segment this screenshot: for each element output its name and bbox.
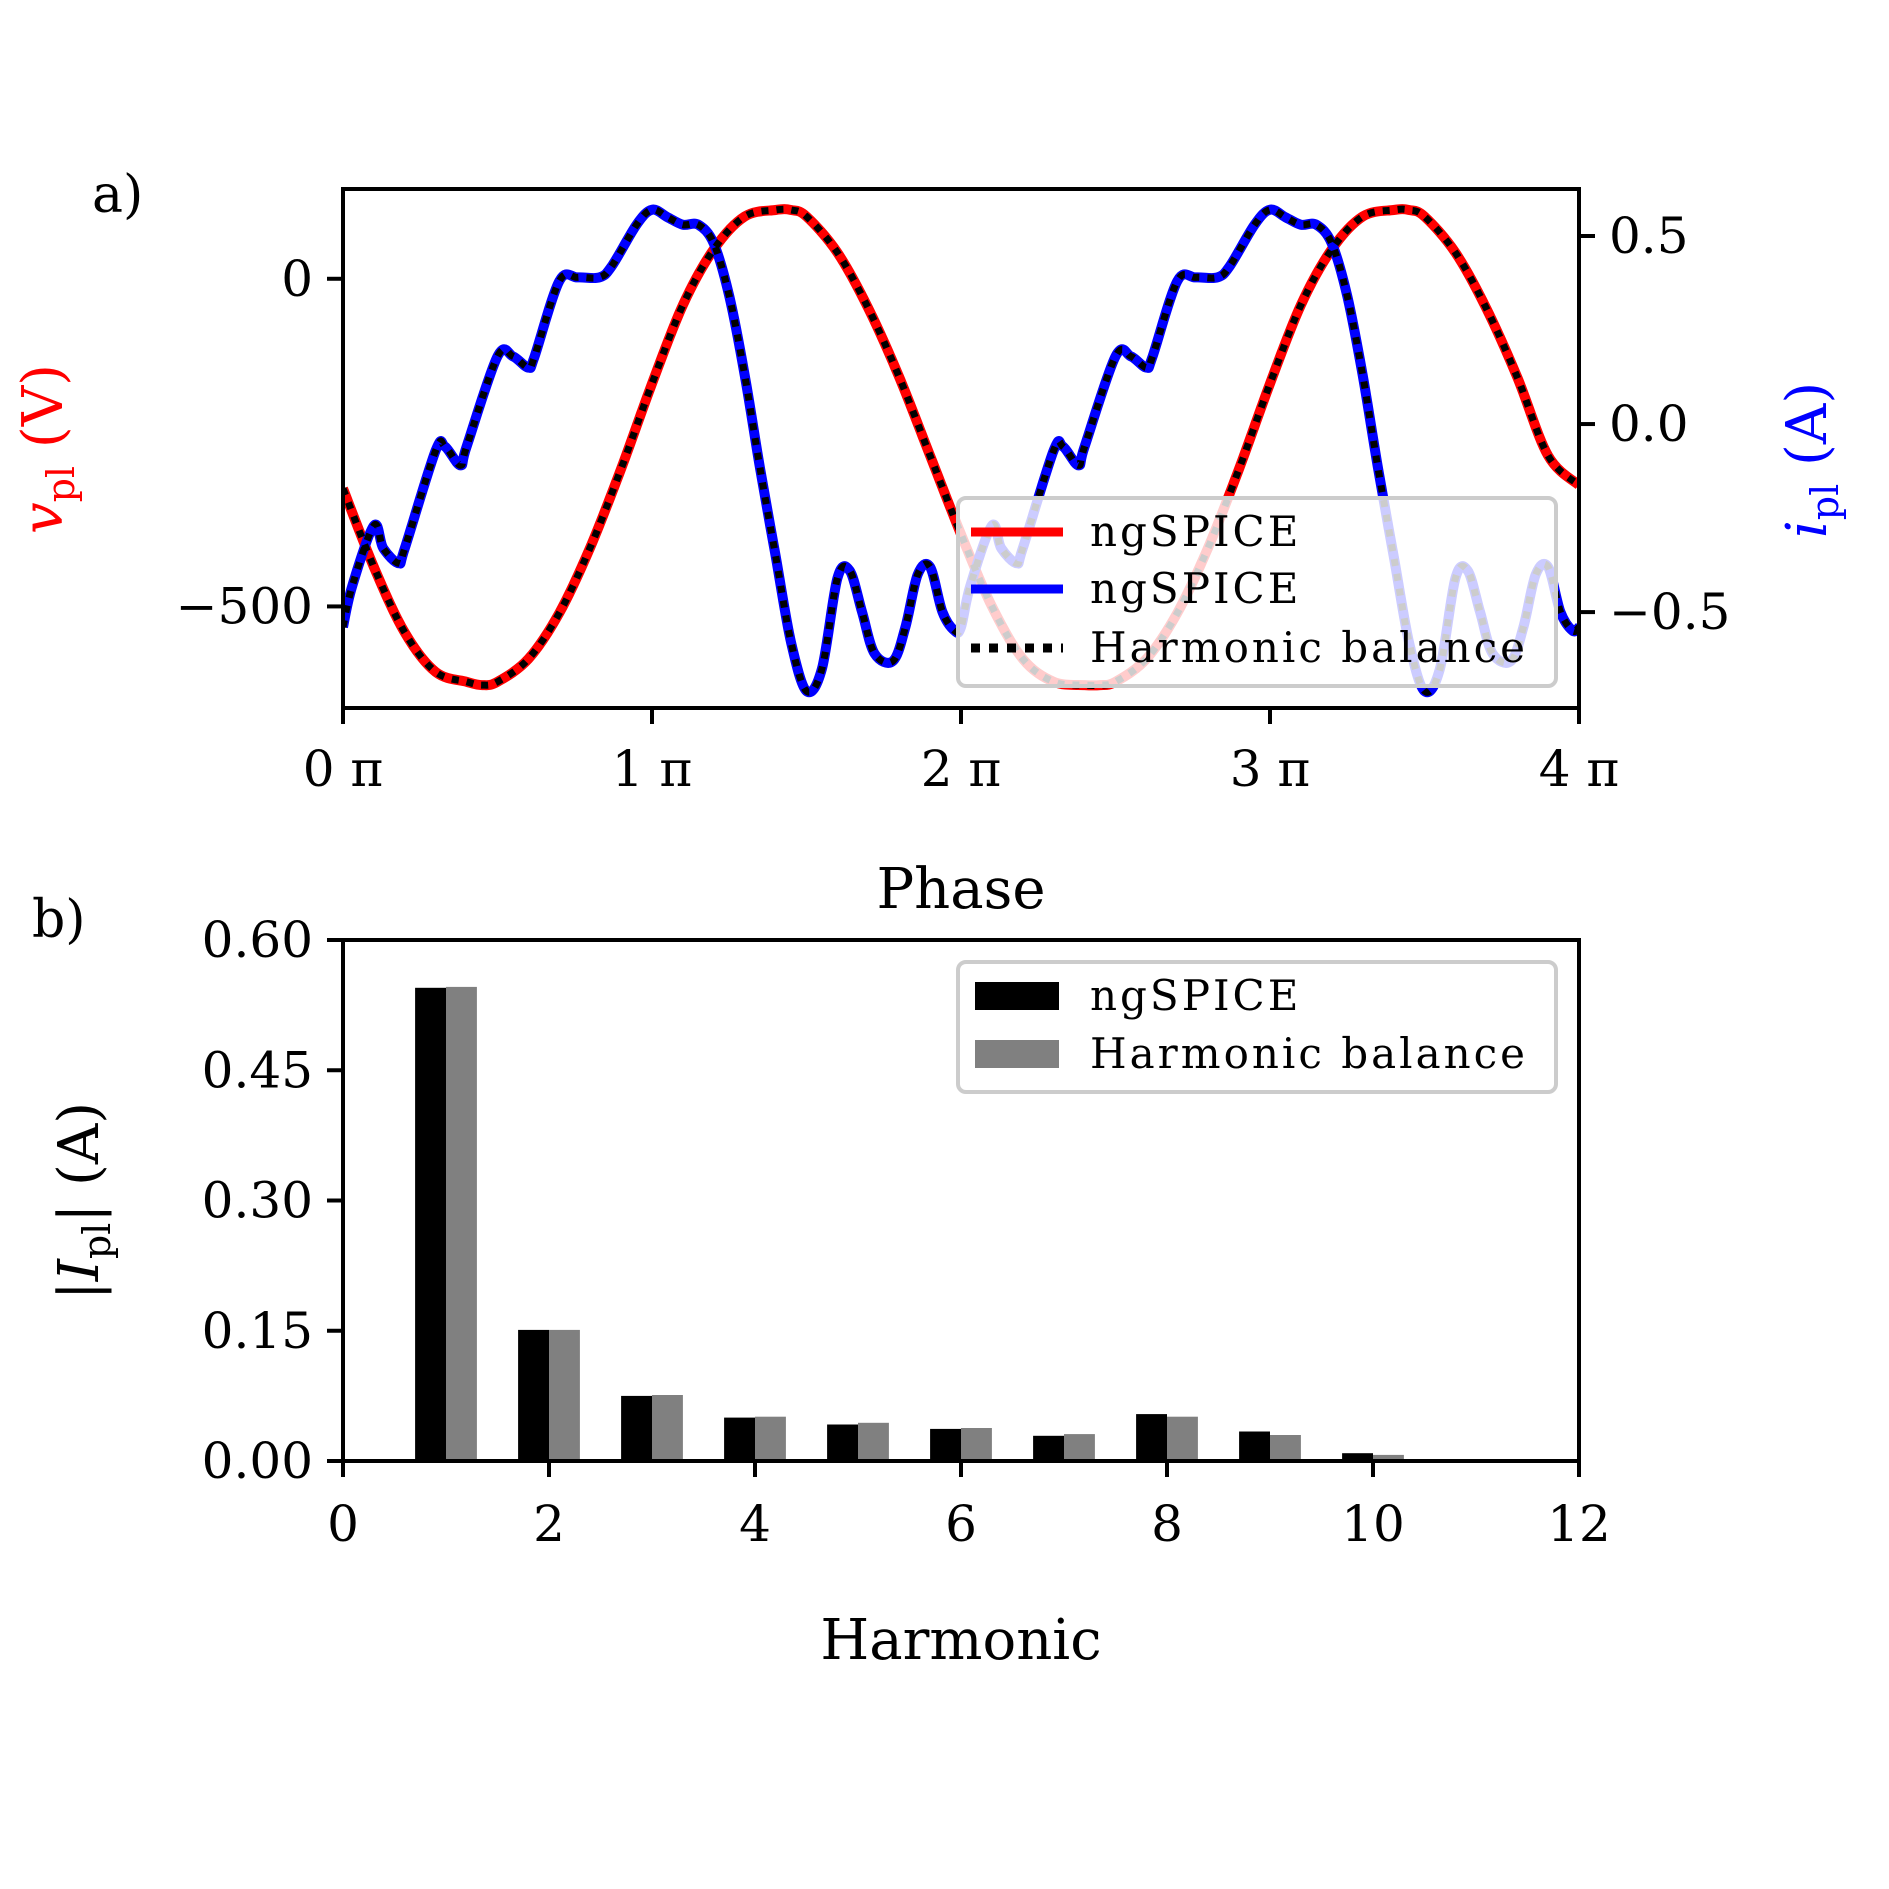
- bar-ngspice-5: [827, 1424, 858, 1461]
- panel-a-y-axis-left: 0 −500: [176, 250, 343, 635]
- x-tick-label: 12: [1547, 1495, 1611, 1553]
- panel-b-x-axis-label: Harmonic: [820, 1608, 1101, 1673]
- x-tick-label: 2: [533, 1495, 565, 1553]
- panel-b-plot-area: [415, 986, 1404, 1461]
- legend-label-harmonic-balance: Harmonic balance: [1090, 1029, 1528, 1078]
- panel-b-y-axis-label: |Ipl| (A): [47, 1102, 119, 1300]
- y-right-tick-label: 0.5: [1609, 207, 1689, 265]
- bar-ngspice-4: [724, 1417, 755, 1461]
- y-left-tick-label: 0: [281, 250, 313, 308]
- bar-ngspice-9: [1239, 1431, 1270, 1461]
- x-tick-label: 0: [327, 1495, 359, 1553]
- bar-ngspice-7: [1033, 1435, 1064, 1461]
- bar-ngspice-6: [930, 1428, 961, 1461]
- panel-b-x-axis: 0 2 4 6 8 10 12: [327, 1461, 1611, 1553]
- panel-a-x-axis: 0 π 1 π 2 π 3 π 4 π: [303, 708, 1620, 798]
- panel-a-y-left-label: vpl (V): [11, 364, 83, 534]
- x-tick-label: 0 π: [303, 740, 384, 798]
- bar-ngspice-2: [518, 1329, 549, 1461]
- y-label-sub: pl: [75, 1223, 119, 1259]
- panel-b-legend-box: [956, 960, 1558, 1094]
- x-tick-label: 6: [945, 1495, 977, 1553]
- y-tick-label: 0.00: [202, 1432, 313, 1490]
- x-tick-label: 3 π: [1230, 740, 1311, 798]
- panel-b-y-axis: 0.00 0.15 0.30 0.45 0.60: [202, 911, 343, 1490]
- x-tick-label: 1 π: [612, 740, 693, 798]
- y-right-tick-label: −0.5: [1609, 583, 1730, 641]
- panel-a-chart: a) 0 π 1 π 2 π 3 π 4 π 0 −500 0.5 0.0 −0.5 Phas…: [11, 165, 1847, 922]
- panel-b-chart: b) 0 2 4 6 8 10 12 0.00 0.15 0.30 0.45 0.60 Harmon…: [32, 890, 1611, 1673]
- y-tick-label: 0.45: [202, 1041, 313, 1099]
- bar-ngspice-3: [621, 1395, 652, 1461]
- bar-harmonic-balance-4: [755, 1416, 786, 1461]
- panel-a-legend-box: [956, 496, 1558, 688]
- y-right-tick-label: 0.0: [1609, 395, 1689, 453]
- legend-swatch-black: [975, 982, 1059, 1010]
- y-right-label-sub: pl: [1803, 484, 1847, 520]
- bar-ngspice-1: [415, 987, 446, 1461]
- bar-ngspice-10: [1342, 1453, 1373, 1461]
- y-label-bar-open: |: [47, 1281, 112, 1300]
- panel-b-legend: ngSPICE Harmonic balance: [956, 960, 1558, 1094]
- legend-label-1: ngSPICE: [1090, 507, 1301, 556]
- x-tick-label: 8: [1151, 1495, 1183, 1553]
- y-tick-label: 0.30: [202, 1172, 313, 1230]
- bar-harmonic-balance-8: [1167, 1416, 1198, 1461]
- legend-label-2: ngSPICE: [1090, 564, 1301, 613]
- panel-a-label: a): [92, 165, 143, 225]
- y-tick-label: 0.15: [202, 1302, 313, 1360]
- x-tick-label: 2 π: [921, 740, 1002, 798]
- bar-harmonic-balance-10: [1373, 1454, 1404, 1461]
- bar-harmonic-balance-7: [1064, 1434, 1095, 1461]
- panel-a-x-axis-label: Phase: [876, 857, 1045, 922]
- x-tick-label: 4 π: [1539, 740, 1620, 798]
- bar-harmonic-balance-9: [1270, 1435, 1301, 1461]
- y-label-main: I: [47, 1257, 112, 1282]
- legend-label-ngspice: ngSPICE: [1090, 971, 1301, 1020]
- bar-harmonic-balance-6: [961, 1428, 992, 1461]
- y-left-label-unit: (V): [11, 364, 76, 466]
- bar-harmonic-balance-3: [652, 1395, 683, 1461]
- x-tick-label: 10: [1341, 1495, 1405, 1553]
- y-label-rest: | (A): [47, 1102, 112, 1223]
- panel-a-y-axis-right: 0.5 0.0 −0.5: [1579, 207, 1730, 641]
- y-right-label-main: i: [1775, 520, 1840, 538]
- legend-label-3: Harmonic balance: [1090, 623, 1528, 672]
- y-left-label-main: v: [11, 502, 76, 534]
- x-tick-label: 4: [739, 1495, 771, 1553]
- bar-ngspice-8: [1136, 1414, 1167, 1461]
- y-tick-label: 0.60: [202, 911, 313, 969]
- y-left-tick-label: −500: [176, 577, 313, 635]
- bar-harmonic-balance-2: [549, 1329, 580, 1461]
- panel-a-y-right-label: ipl (A): [1775, 382, 1847, 538]
- panel-b-label: b): [32, 890, 86, 950]
- y-right-label-unit: (A): [1775, 382, 1840, 484]
- y-left-label-sub: pl: [39, 466, 83, 502]
- panel-a-legend: ngSPICE ngSPICE Harmonic balance: [956, 496, 1558, 688]
- bar-harmonic-balance-1: [446, 986, 477, 1461]
- bar-harmonic-balance-5: [858, 1422, 889, 1461]
- legend-swatch-gray: [975, 1040, 1059, 1068]
